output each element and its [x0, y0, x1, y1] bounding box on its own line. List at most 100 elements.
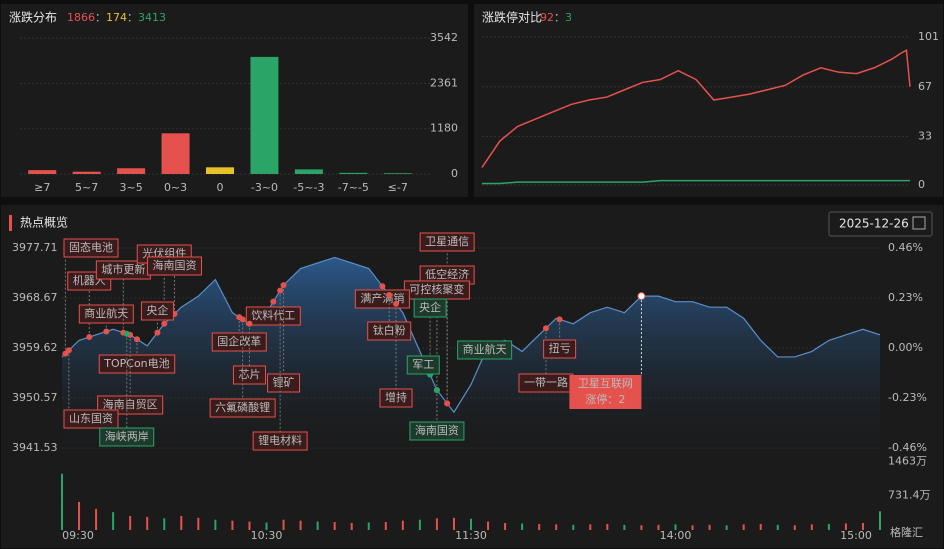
annotation-box[interactable]	[409, 421, 465, 441]
annotation-label[interactable]: 固态电池	[69, 241, 113, 254]
volume-bar	[452, 517, 455, 530]
annotation-box[interactable]	[379, 388, 413, 408]
highlight-dot	[637, 292, 646, 301]
annotation-label[interactable]: 山东国资	[69, 412, 113, 425]
annotation-label[interactable]: 满产满销	[360, 291, 404, 305]
annotation-box[interactable]	[457, 340, 513, 360]
y-tick-label: 0	[451, 167, 458, 180]
annotation-box[interactable]	[211, 332, 267, 352]
volume-bar	[78, 501, 81, 530]
annotation-box[interactable]	[78, 304, 134, 324]
annotation-box[interactable]	[98, 354, 176, 374]
annotation-label[interactable]: 锂电材料	[258, 433, 302, 447]
annotation-label[interactable]: 锂矿	[273, 375, 295, 389]
volume-bar	[504, 522, 507, 530]
volume-bar	[674, 524, 677, 530]
annotation-label[interactable]: 海南自贸区	[103, 397, 158, 411]
annotation-label[interactable]: 一带一路	[524, 376, 568, 389]
annotation-label[interactable]: 海南国资	[152, 258, 196, 272]
annotation-box[interactable]	[413, 298, 447, 318]
bar	[117, 168, 146, 174]
panel	[474, 4, 943, 197]
annotation-box[interactable]	[99, 427, 155, 447]
volume-bar	[61, 473, 63, 530]
volume-bar	[606, 523, 609, 530]
annotation-box[interactable]	[543, 339, 577, 359]
annotation-dot	[433, 387, 440, 394]
volume-bar	[112, 512, 115, 530]
annotation-box[interactable]	[63, 238, 119, 258]
volume-bar	[470, 518, 472, 530]
annotation-box[interactable]	[232, 365, 266, 385]
bar	[339, 172, 368, 174]
title-accent	[9, 215, 12, 231]
volume-bar	[95, 508, 98, 530]
annotation-box[interactable]	[63, 409, 119, 429]
volume-bar	[350, 522, 353, 530]
annotation-label[interactable]: 海南国资	[415, 423, 459, 437]
annotation-box[interactable]	[406, 355, 440, 375]
x-tick-label: -3~0	[251, 181, 278, 194]
y-tick-label: 0	[918, 178, 925, 191]
annotation-label[interactable]: 增持	[385, 390, 407, 404]
volume-bar	[725, 525, 728, 530]
annotation-label[interactable]: 城市更新	[101, 262, 145, 276]
annotation-dot	[161, 320, 168, 327]
annotation-label[interactable]: 六氟磷酸锂	[215, 400, 270, 414]
volume-bar	[810, 524, 813, 530]
annotation-box[interactable]	[367, 321, 412, 341]
annotation-box[interactable]	[209, 398, 276, 418]
y-tick-label: 67	[918, 80, 932, 93]
annotation-label[interactable]: 芯片	[238, 367, 260, 381]
highlight-box[interactable]	[569, 375, 642, 409]
volume-bar	[367, 522, 370, 530]
y-tick-label: 33	[918, 130, 932, 143]
annotation-dot	[103, 328, 110, 335]
annotation-dot	[393, 300, 400, 307]
annotation-label[interactable]: 商业航天	[463, 342, 507, 356]
volume-bar	[487, 521, 490, 530]
volume-bar	[180, 515, 183, 530]
y-tick-label: 1180	[430, 122, 458, 135]
volume-bar	[231, 520, 234, 530]
annotation-dot	[123, 330, 130, 337]
annotation-dot	[65, 347, 72, 354]
annotation-box[interactable]	[245, 306, 301, 326]
annotation-label[interactable]: 军工	[412, 358, 434, 371]
annotation-label[interactable]: 扭亏	[549, 341, 571, 355]
separator: ：	[554, 11, 565, 24]
panel-title: 热点概览	[20, 215, 68, 230]
annotation-label[interactable]: 央企	[146, 303, 168, 317]
annotation-label[interactable]: 海峡两岸	[105, 429, 149, 443]
annotation-box[interactable]	[140, 301, 174, 321]
annotation-box[interactable]	[252, 431, 308, 451]
volume-bar	[572, 524, 575, 530]
x-tick-label: 0~3	[164, 181, 187, 194]
annotation-label[interactable]: 央企	[419, 300, 441, 314]
annotation-dot	[239, 316, 246, 323]
annotation-label[interactable]: 可控核聚变	[409, 282, 464, 296]
annotation-label[interactable]: 饮料代工	[251, 308, 295, 322]
y2-tick-label: 0.46%	[888, 241, 923, 254]
highlight-label: 卫星互联网	[578, 377, 633, 390]
annotation-label[interactable]: 国企改革	[217, 334, 261, 348]
annotation-label[interactable]: 商业航天	[84, 306, 128, 320]
count: 92	[540, 11, 554, 24]
annotation-box[interactable]	[419, 232, 475, 252]
annotation-box[interactable]	[146, 256, 202, 276]
volume-bar	[555, 524, 558, 530]
x-tick-label: -7~-5	[338, 181, 369, 194]
volume-bar	[759, 523, 762, 530]
annotation-dot	[86, 334, 93, 341]
annotation-label[interactable]: 钛白粉	[373, 323, 406, 337]
panel	[1, 4, 468, 197]
volume-bar	[776, 524, 779, 530]
date-picker[interactable]	[828, 211, 933, 237]
volume-bar	[214, 519, 217, 530]
annotation-label[interactable]: 卫星通信	[425, 235, 469, 248]
annotation-dot	[379, 283, 386, 290]
annotation-label[interactable]: TOPCon电池	[103, 357, 169, 370]
volume-bar	[879, 511, 881, 530]
annotation-box[interactable]	[267, 373, 301, 393]
annotation-label[interactable]: 低空经济	[425, 267, 469, 281]
